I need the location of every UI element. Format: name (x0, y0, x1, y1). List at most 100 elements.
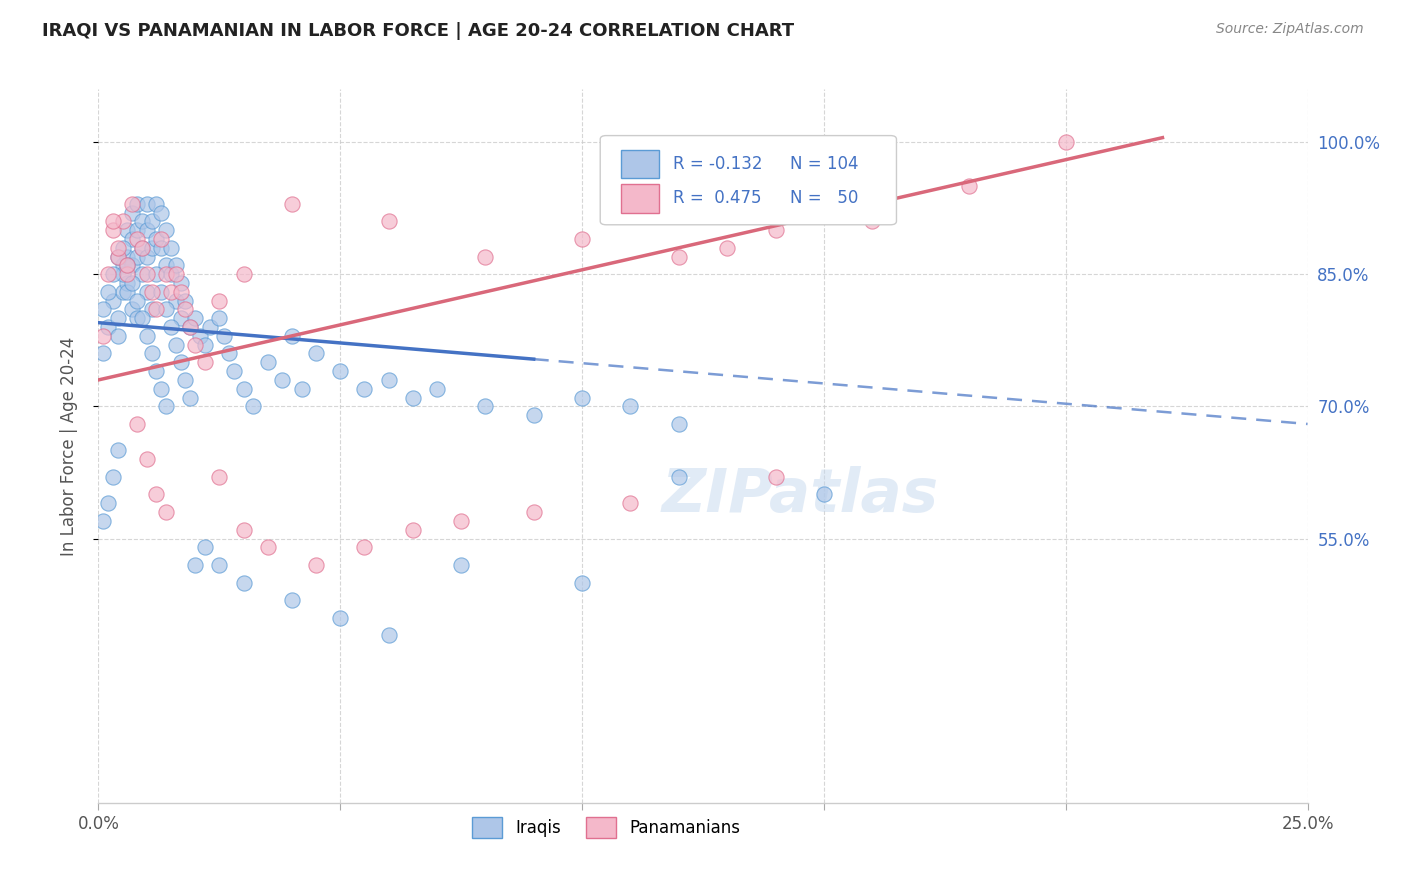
Point (619, 400, 641, 414)
Point (353, 541, 375, 555)
Point (208, 470, 231, 484)
Point (117, 259, 139, 273)
Point (305, 346, 328, 360)
Point (131, 214, 153, 228)
Point (135, 452, 157, 467)
FancyBboxPatch shape (600, 136, 897, 225)
Point (101, 470, 124, 484)
Point (426, 382, 449, 396)
Point (91, 302, 114, 317)
Point (160, 320, 183, 334)
Text: N = 104: N = 104 (790, 155, 859, 173)
Point (377, 373, 399, 387)
Point (97, 285, 120, 299)
Y-axis label: In Labor Force | Age 20-24: In Labor Force | Age 20-24 (59, 336, 77, 556)
Point (179, 320, 201, 334)
Point (107, 250, 129, 264)
Point (150, 285, 173, 299)
Point (107, 311, 129, 326)
Point (97, 267, 120, 281)
Point (765, 470, 787, 484)
Point (145, 267, 167, 281)
Point (165, 267, 187, 281)
Point (218, 346, 240, 360)
Point (141, 214, 163, 228)
Point (256, 541, 278, 555)
Point (169, 355, 191, 369)
Point (619, 496, 641, 510)
Point (668, 250, 690, 264)
Text: R =  0.475: R = 0.475 (672, 189, 761, 207)
Point (117, 267, 139, 281)
Point (121, 196, 143, 211)
Text: R = -0.132: R = -0.132 (672, 155, 762, 173)
Point (860, 214, 883, 228)
Point (127, 232, 149, 246)
Point (1054, 135, 1077, 149)
Text: N =   50: N = 50 (790, 189, 859, 207)
Point (174, 293, 197, 308)
Point (155, 223, 177, 237)
Point (150, 205, 173, 219)
Point (127, 196, 149, 211)
Point (194, 355, 217, 369)
Point (117, 276, 139, 290)
Point (179, 320, 201, 334)
Point (135, 329, 157, 343)
Point (174, 302, 197, 317)
Point (107, 329, 129, 343)
Point (208, 558, 231, 572)
Point (107, 250, 129, 264)
Point (141, 302, 163, 317)
Point (194, 337, 217, 351)
Point (290, 382, 312, 396)
Point (111, 259, 134, 273)
Point (232, 523, 254, 537)
Point (169, 311, 191, 326)
Point (174, 373, 197, 387)
Point (184, 558, 207, 572)
Point (91, 346, 114, 360)
Point (121, 205, 143, 219)
Point (127, 311, 149, 326)
Point (155, 505, 177, 519)
Point (281, 593, 304, 607)
Point (117, 250, 139, 264)
Point (131, 267, 153, 281)
Point (281, 329, 304, 343)
Point (165, 337, 187, 351)
Point (160, 241, 183, 255)
Point (668, 470, 690, 484)
Point (402, 523, 425, 537)
Point (329, 364, 352, 378)
Point (111, 267, 134, 281)
Point (169, 276, 191, 290)
Legend: Iraqis, Panamanians: Iraqis, Panamanians (465, 811, 747, 845)
Point (101, 267, 124, 281)
Point (111, 214, 134, 228)
Point (160, 285, 183, 299)
Point (305, 558, 328, 572)
Point (450, 514, 472, 528)
Point (716, 241, 738, 255)
Point (212, 329, 235, 343)
Point (117, 285, 139, 299)
Point (131, 311, 153, 326)
Point (474, 400, 496, 414)
Point (155, 267, 177, 281)
Point (145, 232, 167, 246)
Point (145, 196, 167, 211)
Point (155, 259, 177, 273)
Point (160, 267, 183, 281)
Point (179, 391, 201, 405)
Point (141, 285, 163, 299)
Point (117, 223, 139, 237)
Text: Source: ZipAtlas.com: Source: ZipAtlas.com (1216, 22, 1364, 37)
Point (377, 214, 399, 228)
Point (523, 408, 546, 422)
Point (101, 293, 124, 308)
Point (450, 558, 472, 572)
Point (188, 329, 211, 343)
Point (131, 241, 153, 255)
Point (155, 400, 177, 414)
